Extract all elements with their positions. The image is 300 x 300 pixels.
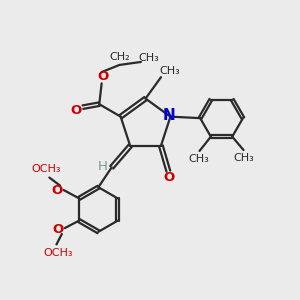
Text: CH₃: CH₃ [139,52,160,62]
Text: O: O [163,171,175,184]
Text: OCH₃: OCH₃ [43,248,73,258]
Text: H: H [97,160,107,173]
Text: O: O [52,223,64,236]
Text: O: O [71,104,82,117]
Text: CH₃: CH₃ [233,153,254,164]
Text: O: O [51,184,63,196]
Text: CH₃: CH₃ [159,66,180,76]
Text: N: N [163,108,175,123]
Text: OCH₃: OCH₃ [32,164,61,174]
Text: O: O [97,70,109,83]
Text: CH₃: CH₃ [189,154,210,164]
Text: CH₂: CH₂ [109,52,130,62]
